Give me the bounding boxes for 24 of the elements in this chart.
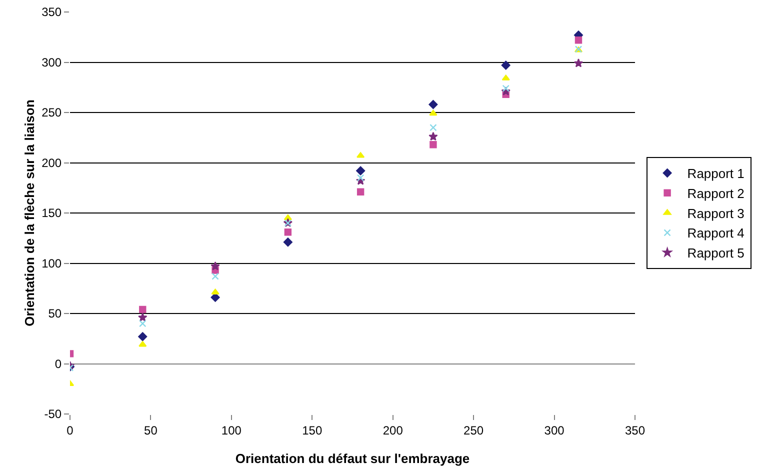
x-tick-label: 150 — [302, 423, 322, 438]
x-tick-label: 350 — [624, 423, 646, 438]
legend-label: Rapport 2 — [687, 186, 744, 201]
x-tick-label: 300 — [544, 423, 565, 438]
legend-label: Rapport 1 — [687, 166, 744, 182]
x-tick-label: 0 — [66, 423, 74, 438]
x-tick-label: 250 — [464, 423, 484, 438]
legend-label: Rapport 3 — [687, 206, 744, 221]
y-tick-label: 350 — [42, 5, 62, 20]
y-tick-label: 0 — [54, 356, 62, 371]
legend-label: Rapport 4 — [687, 226, 744, 241]
y-tick-label: -50 — [44, 407, 62, 422]
x-tick-label: 100 — [221, 423, 242, 438]
y-axis-title: Orientation de la flèche sur la liaison — [22, 100, 37, 326]
y-tick-label: 150 — [42, 206, 62, 220]
x-tick-label: 200 — [382, 423, 404, 438]
y-tick-label: 250 — [42, 106, 62, 120]
x-tick-label: 50 — [144, 423, 158, 438]
y-tick-label: 300 — [42, 55, 62, 70]
y-tick-label: 50 — [48, 306, 62, 321]
legend-label: Rapport 5 — [687, 246, 744, 261]
y-tick-label: 200 — [42, 156, 62, 170]
y-tick-label: 100 — [42, 256, 62, 270]
x-axis-title: Orientation du défaut sur l'embrayage — [235, 451, 470, 466]
